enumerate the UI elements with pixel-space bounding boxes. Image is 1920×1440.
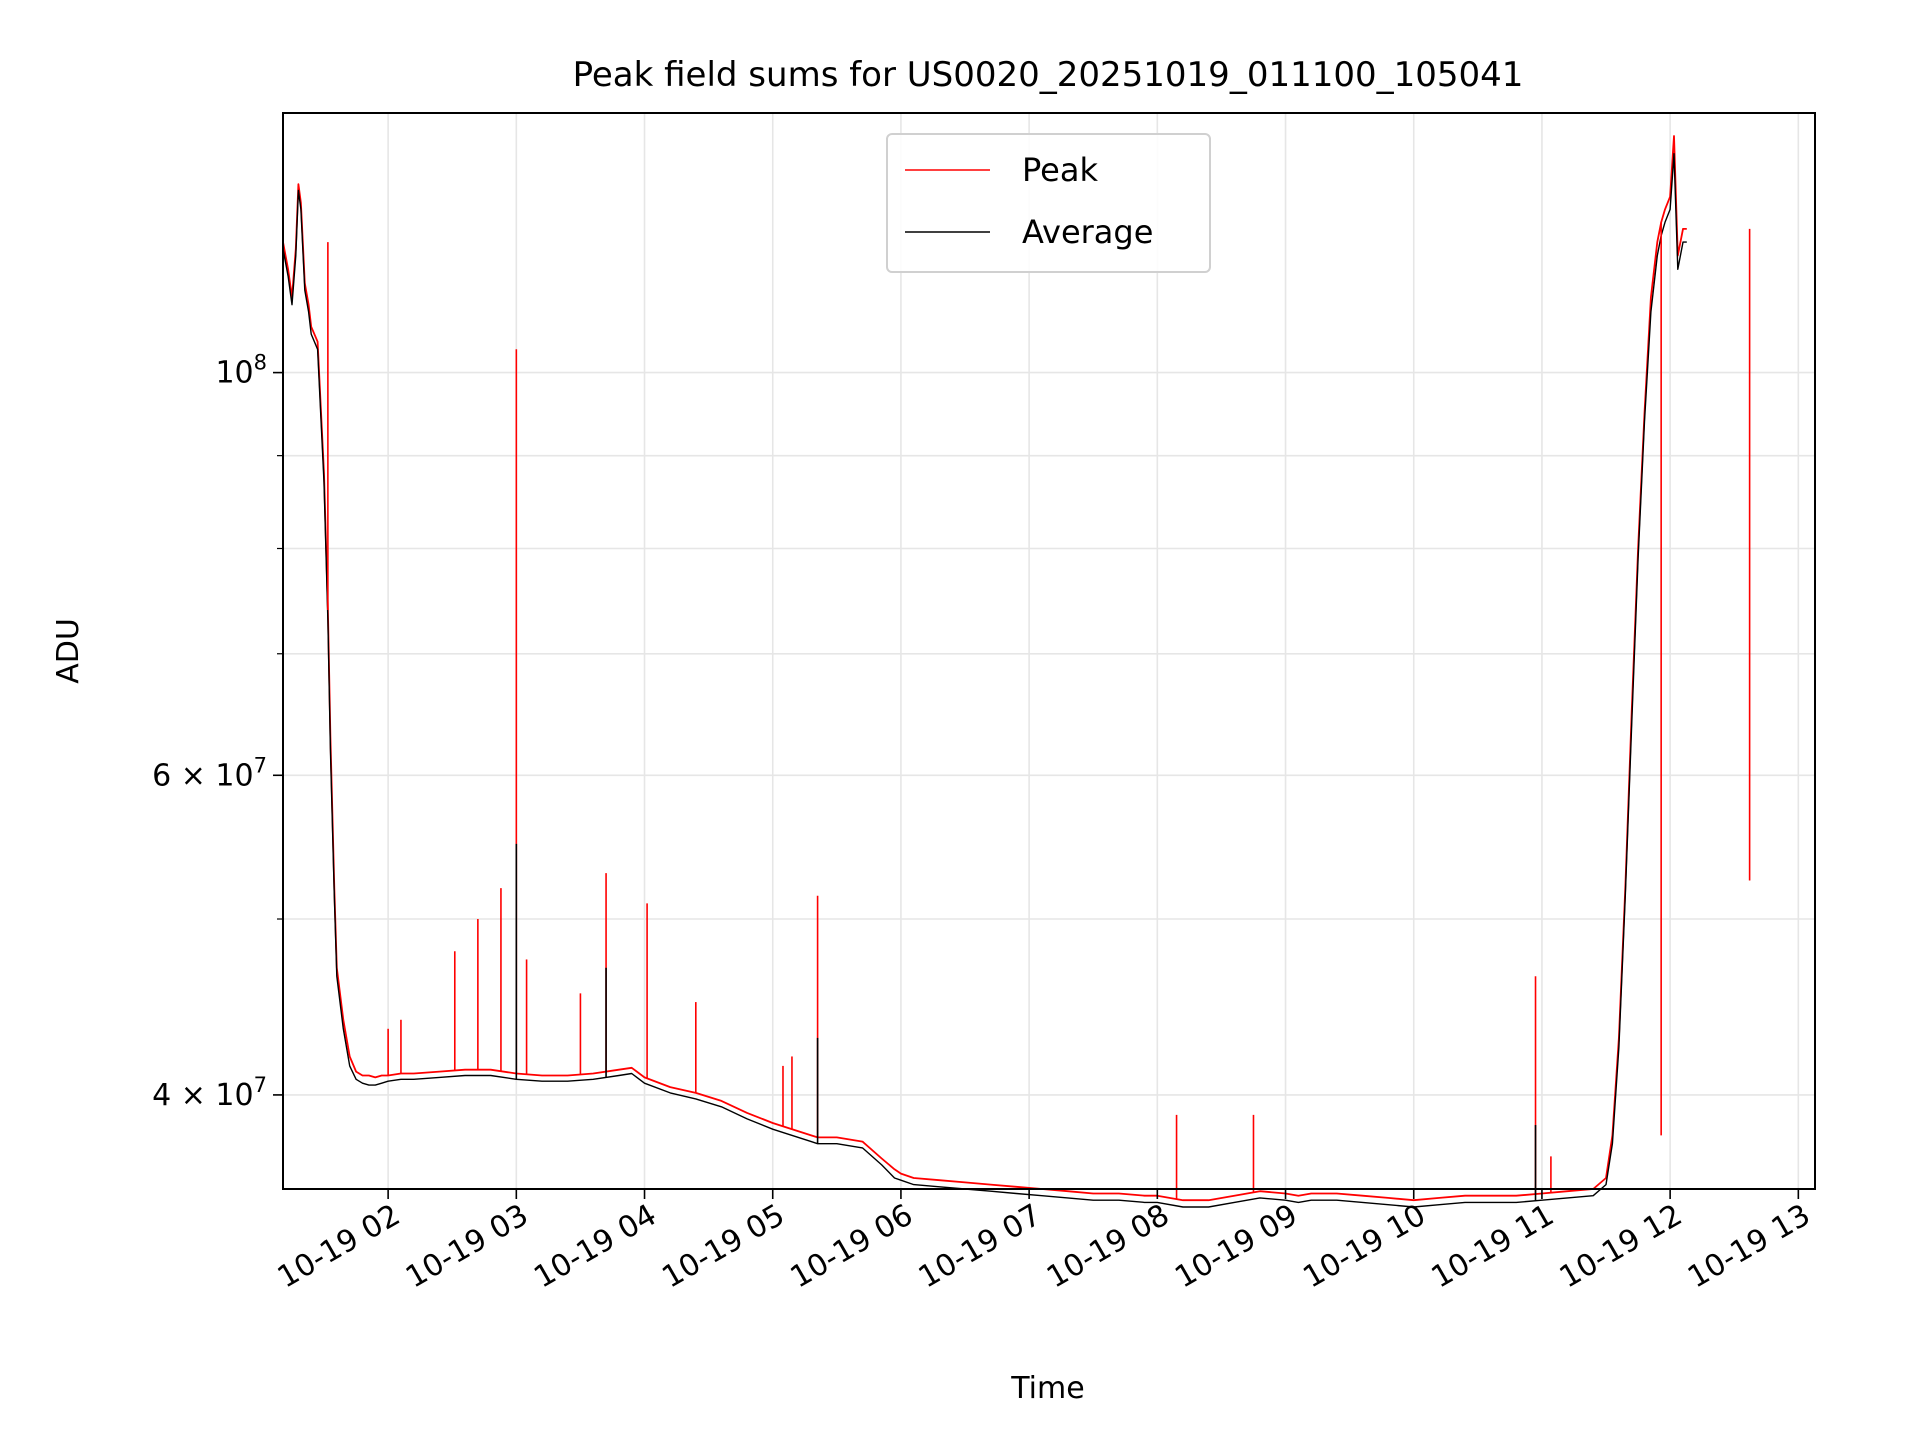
legend-box — [886, 133, 1211, 273]
series-line-peak — [282, 135, 1687, 1202]
x-axis-label: Time — [1010, 1371, 1084, 1406]
legend: Peak Average — [886, 133, 1211, 273]
series-layer — [282, 135, 1751, 1208]
y-axis-label: ADU — [51, 618, 86, 684]
y-tick-label: 6 × 107 — [152, 753, 267, 793]
y-tick-label: 4 × 107 — [152, 1073, 267, 1113]
plot-frame — [282, 112, 1816, 1190]
legend-label-average: Average — [1022, 213, 1153, 251]
grid — [283, 113, 1815, 1189]
chart-title: Peak field sums for US0020_20251019_0111… — [573, 55, 1524, 95]
legend-label-peak: Peak — [1022, 151, 1098, 189]
